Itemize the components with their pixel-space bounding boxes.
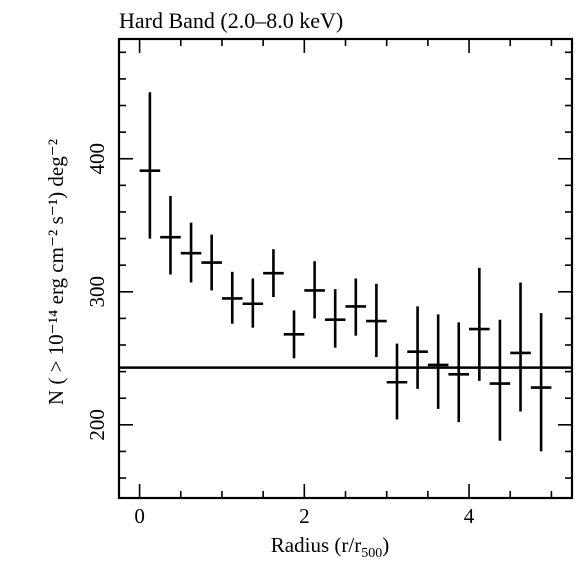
y-axis-label: N ( > 10⁻¹⁴ erg cm⁻² s⁻¹) deg⁻² <box>44 139 68 405</box>
x-tick-label: 0 <box>134 504 145 528</box>
data-point <box>139 92 161 239</box>
data-point <box>489 319 511 441</box>
data-point <box>180 222 202 283</box>
y-tick-label: 200 <box>85 409 109 441</box>
axis-tick-labels: 0 2 4 200 300 400 <box>85 143 475 528</box>
data-point <box>304 261 325 319</box>
data-point <box>469 267 490 381</box>
data-point <box>324 289 346 348</box>
data-point <box>345 278 367 336</box>
data-point <box>201 234 222 291</box>
data-point <box>510 282 531 412</box>
y-tick-label: 300 <box>85 276 109 308</box>
data-point <box>366 283 387 357</box>
data-point <box>386 343 408 420</box>
data-point <box>530 313 552 452</box>
axis-ticks <box>119 39 572 498</box>
data-point <box>242 278 264 328</box>
data-point <box>448 322 470 423</box>
data-point <box>263 249 284 298</box>
data-point <box>160 195 181 275</box>
data-point <box>407 306 428 389</box>
plot-frame <box>117 37 574 500</box>
data-points <box>139 92 552 452</box>
data-point <box>427 314 449 409</box>
chart-title: Hard Band (2.0–8.0 keV) <box>119 8 343 33</box>
y-tick-label: 400 <box>85 143 109 175</box>
data-point <box>283 310 305 359</box>
x-axis-label: Radius (r/r500) <box>271 533 389 561</box>
x-tick-label: 2 <box>299 504 310 528</box>
data-point <box>221 271 243 324</box>
x-tick-label: 4 <box>464 504 475 528</box>
